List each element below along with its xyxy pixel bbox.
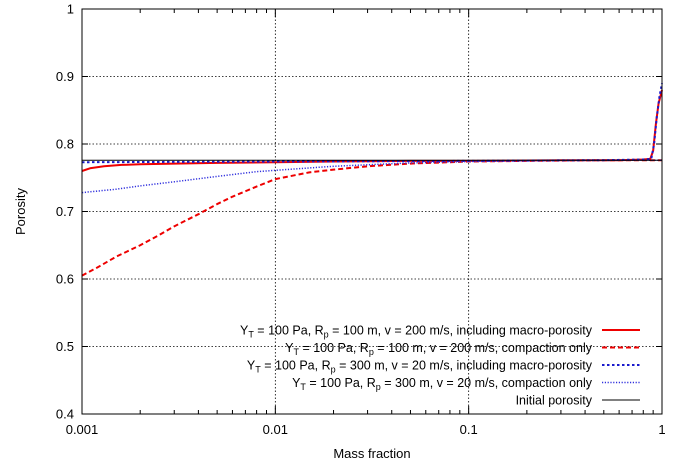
y-tick-label: 0.9 [56, 69, 74, 84]
legend-entry-5: Initial porosity [516, 394, 593, 408]
legend-text: Y [247, 359, 256, 373]
legend-entry-3: YT = 100 Pa, Rp = 300 m, v = 20 m/s, inc… [247, 359, 593, 375]
legend-subscript: p [376, 382, 381, 392]
legend-subscript: T [255, 365, 261, 375]
legend-entry-2: YT = 100 Pa, Rp = 100 m, v = 200 m/s, co… [285, 341, 593, 357]
series-layer [81, 83, 663, 277]
x-tick-label: 0.01 [263, 422, 288, 437]
legend-text: = 100 Pa, R [254, 324, 324, 338]
y-tick-label: 1 [67, 2, 74, 17]
legend-subscript: p [369, 347, 374, 357]
y-axis-title: Porosity [13, 188, 28, 235]
legend-entry-4: YT = 100 Pa, Rp = 300 m, v = 20 m/s, com… [292, 376, 593, 392]
legend-text: = 300 m, v = 20 m/s, compaction only [381, 376, 593, 390]
x-tick-label: 0.1 [460, 422, 478, 437]
grid [82, 9, 662, 414]
series-line-3 [81, 83, 663, 164]
legend-entry-1: YT = 100 Pa, Rp = 100 m, v = 200 m/s, in… [240, 324, 593, 340]
legend: YT = 100 Pa, Rp = 100 m, v = 200 m/s, in… [240, 324, 640, 408]
legend-text: Y [292, 376, 301, 390]
legend-text: Initial porosity [516, 394, 593, 408]
legend-subscript: p [324, 330, 329, 340]
series-line-1 [81, 89, 663, 172]
y-tick-label: 0.6 [56, 272, 74, 287]
ticks: 0.4 0.5 0.6 0.7 0.8 0.9 1 0.001 0.01 0.1 1 [56, 2, 666, 438]
y-tick-label: 0.7 [56, 204, 74, 219]
legend-text: = 100 Pa, R [299, 341, 369, 355]
y-tick-label: 0.5 [56, 339, 74, 354]
x-tick-label: 0.001 [66, 422, 99, 437]
legend-text: Y [240, 324, 249, 338]
legend-text: Y [285, 341, 294, 355]
legend-text: = 100 m, v = 200 m/s, compaction only [374, 341, 593, 355]
x-tick-label: 1 [658, 422, 665, 437]
legend-subscript: T [293, 347, 299, 357]
y-tick-label: 0.4 [56, 407, 74, 422]
legend-text: = 100 Pa, R [306, 376, 376, 390]
legend-subscript: T [300, 382, 306, 392]
legend-subscript: p [331, 365, 336, 375]
x-axis-title: Mass fraction [333, 446, 410, 461]
legend-text: = 100 m, v = 200 m/s, including macro-po… [329, 324, 593, 338]
legend-subscript: T [248, 330, 254, 340]
legend-text: = 300 m, v = 20 m/s, including macro-por… [336, 359, 593, 373]
legend-text: = 100 Pa, R [261, 359, 331, 373]
y-tick-label: 0.8 [56, 137, 74, 152]
series-line-4 [81, 159, 662, 194]
